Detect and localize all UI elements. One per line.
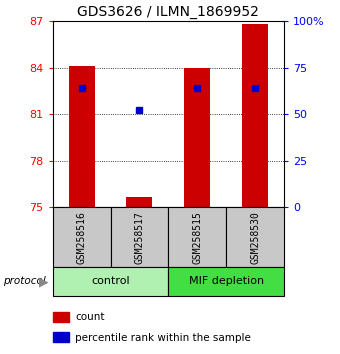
Text: MIF depletion: MIF depletion xyxy=(189,276,264,286)
Bar xyxy=(53,312,68,322)
Text: count: count xyxy=(75,312,105,322)
Text: GSM258515: GSM258515 xyxy=(192,211,202,264)
Text: GSM258517: GSM258517 xyxy=(134,211,144,264)
Bar xyxy=(184,68,210,207)
Bar xyxy=(53,267,168,296)
Bar xyxy=(168,267,284,296)
Bar xyxy=(168,207,226,267)
Text: GSM258516: GSM258516 xyxy=(76,211,87,264)
Bar xyxy=(226,207,284,267)
Title: GDS3626 / ILMN_1869952: GDS3626 / ILMN_1869952 xyxy=(78,5,259,19)
Bar xyxy=(242,24,268,207)
Text: protocol: protocol xyxy=(3,276,46,286)
Text: control: control xyxy=(91,276,130,286)
Text: ▶: ▶ xyxy=(39,275,49,288)
Bar xyxy=(69,66,95,207)
Bar xyxy=(53,332,68,342)
Bar xyxy=(110,207,168,267)
Bar xyxy=(53,207,110,267)
Bar xyxy=(126,197,152,207)
Text: GSM258530: GSM258530 xyxy=(250,211,260,264)
Text: percentile rank within the sample: percentile rank within the sample xyxy=(75,332,251,343)
